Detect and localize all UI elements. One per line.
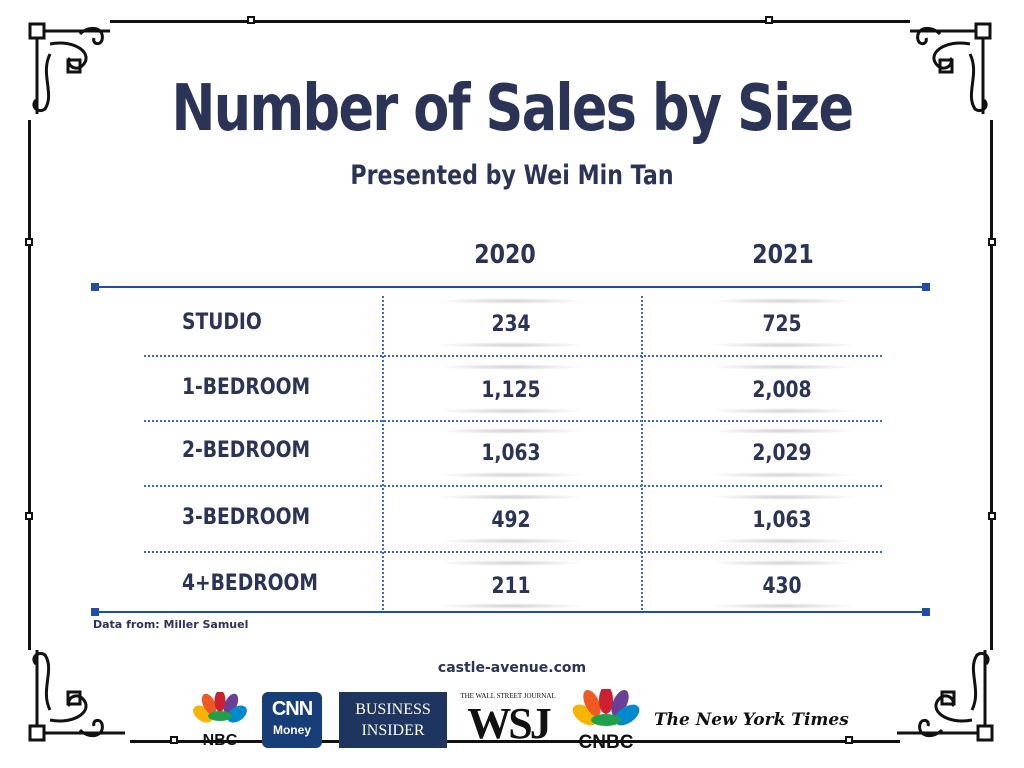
cell-shadow (707, 560, 857, 566)
cell-shadow (707, 472, 857, 478)
row-divider (144, 355, 882, 357)
cell-shadow (436, 408, 586, 414)
new-york-times-logo: The New York Times (654, 710, 849, 730)
frame-handle (25, 238, 33, 246)
row-divider (144, 485, 882, 487)
cnn-logo-text: CNN (271, 698, 313, 720)
cell-shadow (707, 408, 857, 414)
business-logo-text: BUSINESS (355, 701, 431, 718)
cell-shadow (707, 342, 857, 348)
column-divider (382, 296, 384, 610)
wsj-logo: THE WALL STREET JOURNAL WSJ (458, 690, 558, 750)
insider-logo-text: INSIDER (361, 722, 425, 739)
row-divider (144, 551, 882, 553)
table-cell: 2,008 (752, 378, 812, 403)
column-header-2020: 2020 (474, 240, 536, 270)
cell-shadow (707, 603, 857, 609)
corner-ornament-bottom-left (28, 650, 125, 742)
row-label-1-bedroom: 1-BEDROOM (182, 375, 311, 400)
rule-cap (922, 608, 930, 616)
frame-handle (988, 512, 996, 520)
table-bottom-rule (95, 611, 928, 613)
wsj-logo-text: WSJ (467, 699, 551, 748)
cell-shadow (436, 538, 586, 544)
table-top-rule (95, 286, 928, 288)
table-cell: 234 (491, 312, 531, 337)
frame-handle (170, 736, 178, 744)
corner-ornament-bottom-right (897, 650, 994, 742)
table-cell: 2,029 (752, 441, 812, 466)
column-header-2021: 2021 (752, 240, 814, 270)
frame-handle (845, 736, 853, 744)
rule-cap (91, 283, 99, 291)
row-label-4-plus-bedroom: 4+BEDROOM (182, 571, 319, 596)
rule-cap (922, 283, 930, 291)
data-source-note: Data from: Miller Samuel (93, 618, 249, 631)
cell-shadow (707, 364, 857, 370)
table-cell: 211 (491, 574, 531, 599)
cell-shadow (436, 494, 586, 500)
cell-shadow (436, 364, 586, 370)
row-divider (144, 420, 882, 422)
cnn-money-logo: CNN Money (262, 692, 322, 748)
cell-shadow (707, 494, 857, 500)
cell-shadow (707, 428, 857, 434)
corner-ornament-top-left (28, 22, 110, 114)
frame-handle (765, 16, 773, 24)
frame-top-line (110, 20, 910, 23)
row-label-3-bedroom: 3-BEDROOM (182, 505, 311, 530)
nbc-logo: NBC (193, 692, 247, 748)
cell-shadow (436, 560, 586, 566)
row-label-studio: STUDIO (182, 310, 262, 335)
cell-shadow (436, 472, 586, 478)
wsj-masthead-text: THE WALL STREET JOURNAL (460, 692, 556, 700)
frame-right-line (990, 120, 993, 650)
cnbc-logo: CNBC (572, 689, 640, 751)
business-insider-logo: BUSINESS INSIDER (339, 692, 447, 748)
table-cell: 430 (762, 574, 802, 599)
website-url: castle-avenue.com (437, 660, 587, 676)
cell-shadow (436, 603, 586, 609)
cell-shadow (436, 342, 586, 348)
column-divider (641, 296, 643, 610)
cell-shadow (436, 298, 586, 304)
frame-left-line (28, 120, 31, 650)
table-cell: 1,125 (481, 378, 541, 403)
rule-cap (91, 608, 99, 616)
nbc-logo-text: NBC (203, 732, 238, 748)
table-cell: 725 (762, 312, 802, 337)
frame-bottom-line (130, 740, 900, 743)
money-logo-text: Money (272, 723, 311, 737)
frame-handle (25, 512, 33, 520)
corner-ornament-top-right (910, 22, 992, 114)
table-cell: 492 (491, 508, 531, 533)
row-label-2-bedroom: 2-BEDROOM (182, 438, 311, 463)
cell-shadow (707, 538, 857, 544)
page-title: Number of Sales by Size (171, 72, 855, 146)
cnbc-logo-text: CNBC (579, 732, 634, 751)
page-subtitle: Presented by Wei Min Tan (350, 160, 674, 191)
table-cell: 1,063 (481, 441, 541, 466)
frame-handle (988, 238, 996, 246)
table-cell: 1,063 (752, 508, 812, 533)
cell-shadow (707, 298, 857, 304)
frame-handle (247, 16, 255, 24)
cell-shadow (436, 428, 586, 434)
